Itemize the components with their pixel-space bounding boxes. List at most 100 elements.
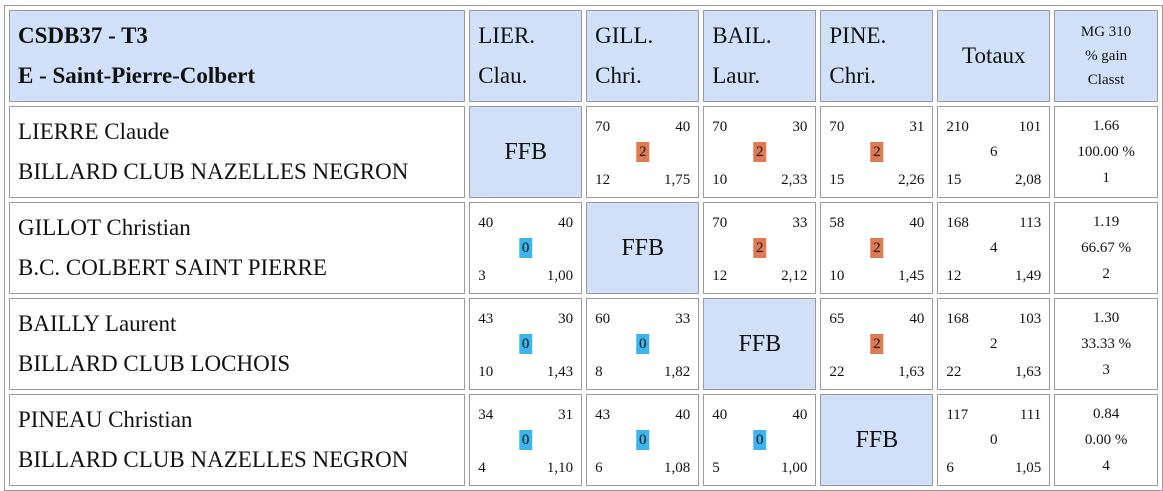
match-points-badge: 0 bbox=[518, 430, 533, 450]
points-scored: 43 bbox=[595, 407, 611, 423]
points-target: 40 bbox=[909, 311, 925, 327]
player-club: B.C. COLBERT SAINT PIERRE bbox=[18, 255, 327, 280]
total-innings: 22 bbox=[946, 364, 962, 380]
points-target: 33 bbox=[675, 311, 691, 327]
average: 1,82 bbox=[663, 364, 691, 380]
total-average: 2,08 bbox=[1014, 172, 1042, 188]
points-target: 30 bbox=[558, 311, 574, 327]
ffb-cell: FFB bbox=[703, 298, 817, 390]
gain-percent: 33.33 % bbox=[1081, 336, 1132, 352]
match-cell: 43 40 0 6 1,08 bbox=[586, 394, 700, 486]
innings: 3 bbox=[478, 268, 486, 284]
player-row: LIERRE Claude BILLARD CLUB NAZELLES NEGR… bbox=[9, 106, 1158, 198]
ffb-cell: FFB bbox=[586, 202, 700, 294]
match-points-badge: 2 bbox=[635, 142, 650, 162]
points-scored: 40 bbox=[712, 407, 728, 423]
points-target: 40 bbox=[558, 215, 574, 231]
totals-cell: 117 111 0 6 1,05 bbox=[937, 394, 1051, 486]
total-match-points: 2 bbox=[990, 336, 998, 352]
innings: 15 bbox=[829, 172, 845, 188]
match-cell: 40 40 0 5 1,00 bbox=[703, 394, 817, 486]
total-target: 111 bbox=[1019, 407, 1042, 423]
totals-header: Totaux bbox=[937, 10, 1051, 102]
points-target: 40 bbox=[909, 215, 925, 231]
innings: 8 bbox=[595, 364, 603, 380]
points-scored: 40 bbox=[478, 215, 494, 231]
points-scored: 60 bbox=[595, 311, 611, 327]
player-info: PINEAU Christian BILLARD CLUB NAZELLES N… bbox=[9, 394, 466, 486]
match-points-badge: 0 bbox=[635, 334, 650, 354]
results-grid: CSDB37 - T3 E - Saint-Pierre-Colbert LIE… bbox=[4, 5, 1163, 491]
player-info: BAILLY Laurent BILLARD CLUB LOCHOIS bbox=[9, 298, 466, 390]
innings: 10 bbox=[478, 364, 494, 380]
player-name: PINEAU Christian bbox=[18, 407, 193, 432]
average: 2,33 bbox=[781, 172, 808, 188]
points-target: 31 bbox=[909, 119, 925, 135]
rank: 4 bbox=[1102, 458, 1110, 474]
average: 1,08 bbox=[663, 460, 691, 476]
match-points-badge: 0 bbox=[518, 238, 533, 258]
mg-value: 0.84 bbox=[1092, 406, 1120, 422]
header-row: CSDB37 - T3 E - Saint-Pierre-Colbert LIE… bbox=[9, 10, 1158, 102]
total-average: 1,63 bbox=[1014, 364, 1042, 380]
match-cell: 58 40 2 10 1,45 bbox=[820, 202, 934, 294]
average: 1,00 bbox=[546, 268, 574, 284]
player-club: BILLARD CLUB NAZELLES NEGRON bbox=[18, 447, 409, 472]
total-match-points: 4 bbox=[990, 240, 998, 256]
points-scored: 70 bbox=[712, 119, 728, 135]
match-cell: 43 30 0 10 1,43 bbox=[469, 298, 583, 390]
match-cell: 60 33 0 8 1,82 bbox=[586, 298, 700, 390]
average: 1,75 bbox=[663, 172, 691, 188]
player-row: PINEAU Christian BILLARD CLUB NAZELLES N… bbox=[9, 394, 1158, 486]
points-scored: 70 bbox=[712, 215, 728, 231]
points-scored: 43 bbox=[478, 311, 494, 327]
match-cell: 70 30 2 10 2,33 bbox=[703, 106, 817, 198]
match-cell: 70 33 2 12 2,12 bbox=[703, 202, 817, 294]
match-points-badge: 2 bbox=[753, 238, 767, 258]
points-scored: 58 bbox=[829, 215, 845, 231]
competition-title: CSDB37 - T3 E - Saint-Pierre-Colbert bbox=[9, 10, 466, 102]
total-points: 210 bbox=[946, 119, 969, 135]
mg-header: MG 310 % gain Classt bbox=[1054, 10, 1158, 102]
ffb-cell: FFB bbox=[469, 106, 583, 198]
average: 1,45 bbox=[898, 268, 925, 284]
points-target: 30 bbox=[792, 119, 808, 135]
total-target: 103 bbox=[1018, 311, 1042, 327]
stats-cell: 1.66 100.00 % 1 bbox=[1054, 106, 1158, 198]
average: 2,12 bbox=[781, 268, 808, 284]
match-points-badge: 2 bbox=[753, 142, 767, 162]
totals-cell: 168 113 4 12 1,49 bbox=[937, 202, 1051, 294]
total-average: 1,05 bbox=[1014, 460, 1042, 476]
mg-value: 1.66 bbox=[1092, 118, 1120, 134]
match-cell: 70 40 2 12 1,75 bbox=[586, 106, 700, 198]
innings: 22 bbox=[829, 364, 845, 380]
player-info: GILLOT Christian B.C. COLBERT SAINT PIER… bbox=[9, 202, 466, 294]
total-innings: 15 bbox=[946, 172, 962, 188]
points-target: 40 bbox=[675, 119, 691, 135]
points-target: 40 bbox=[675, 407, 691, 423]
match-cell: 34 31 0 4 1,10 bbox=[469, 394, 583, 486]
match-cell: 65 40 2 22 1,63 bbox=[820, 298, 934, 390]
total-match-points: 6 bbox=[990, 144, 998, 160]
innings: 5 bbox=[712, 460, 720, 476]
match-points-badge: 0 bbox=[635, 430, 650, 450]
player-info: LIERRE Claude BILLARD CLUB NAZELLES NEGR… bbox=[9, 106, 466, 198]
points-scored: 70 bbox=[829, 119, 845, 135]
column-header-4: PINE. Chri. bbox=[820, 10, 934, 102]
points-scored: 34 bbox=[478, 407, 494, 423]
competition-code: CSDB37 - T3 bbox=[18, 23, 148, 48]
player-name: BAILLY Laurent bbox=[18, 311, 177, 336]
rank: 3 bbox=[1102, 362, 1110, 378]
match-points-badge: 2 bbox=[870, 142, 884, 162]
rank: 2 bbox=[1102, 266, 1110, 282]
points-scored: 70 bbox=[595, 119, 611, 135]
total-points: 168 bbox=[946, 311, 969, 327]
total-points: 117 bbox=[946, 407, 969, 423]
mg-value: 1.30 bbox=[1092, 310, 1120, 326]
points-target: 31 bbox=[558, 407, 574, 423]
rank: 1 bbox=[1102, 170, 1110, 186]
innings: 6 bbox=[595, 460, 603, 476]
average: 1,63 bbox=[898, 364, 925, 380]
stats-cell: 1.19 66.67 % 2 bbox=[1054, 202, 1158, 294]
innings: 4 bbox=[478, 460, 486, 476]
